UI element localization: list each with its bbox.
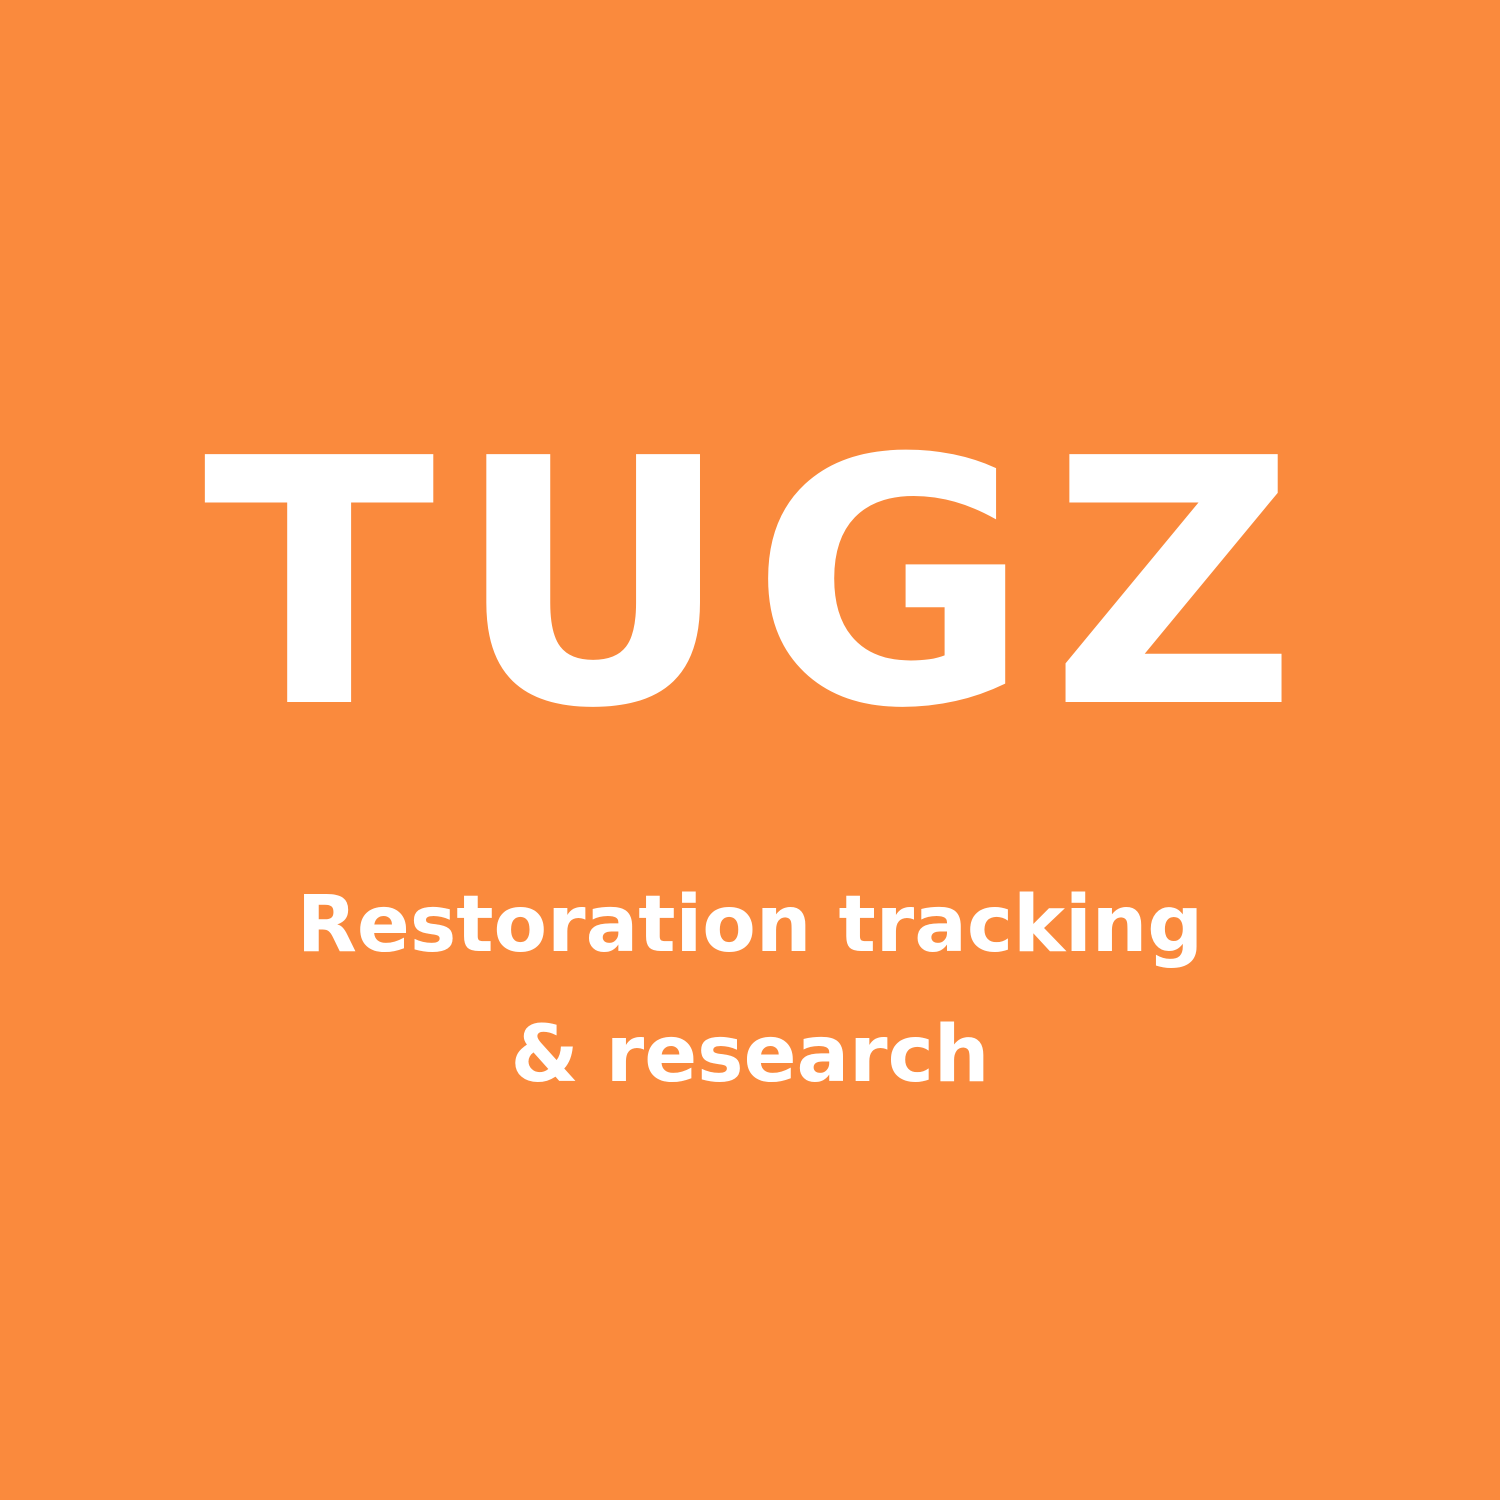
brand-logo-text: TUGZ xyxy=(203,387,1317,783)
tagline-line-2: & research xyxy=(510,1010,990,1100)
tagline-line-1: Restoration tracking xyxy=(296,880,1204,970)
